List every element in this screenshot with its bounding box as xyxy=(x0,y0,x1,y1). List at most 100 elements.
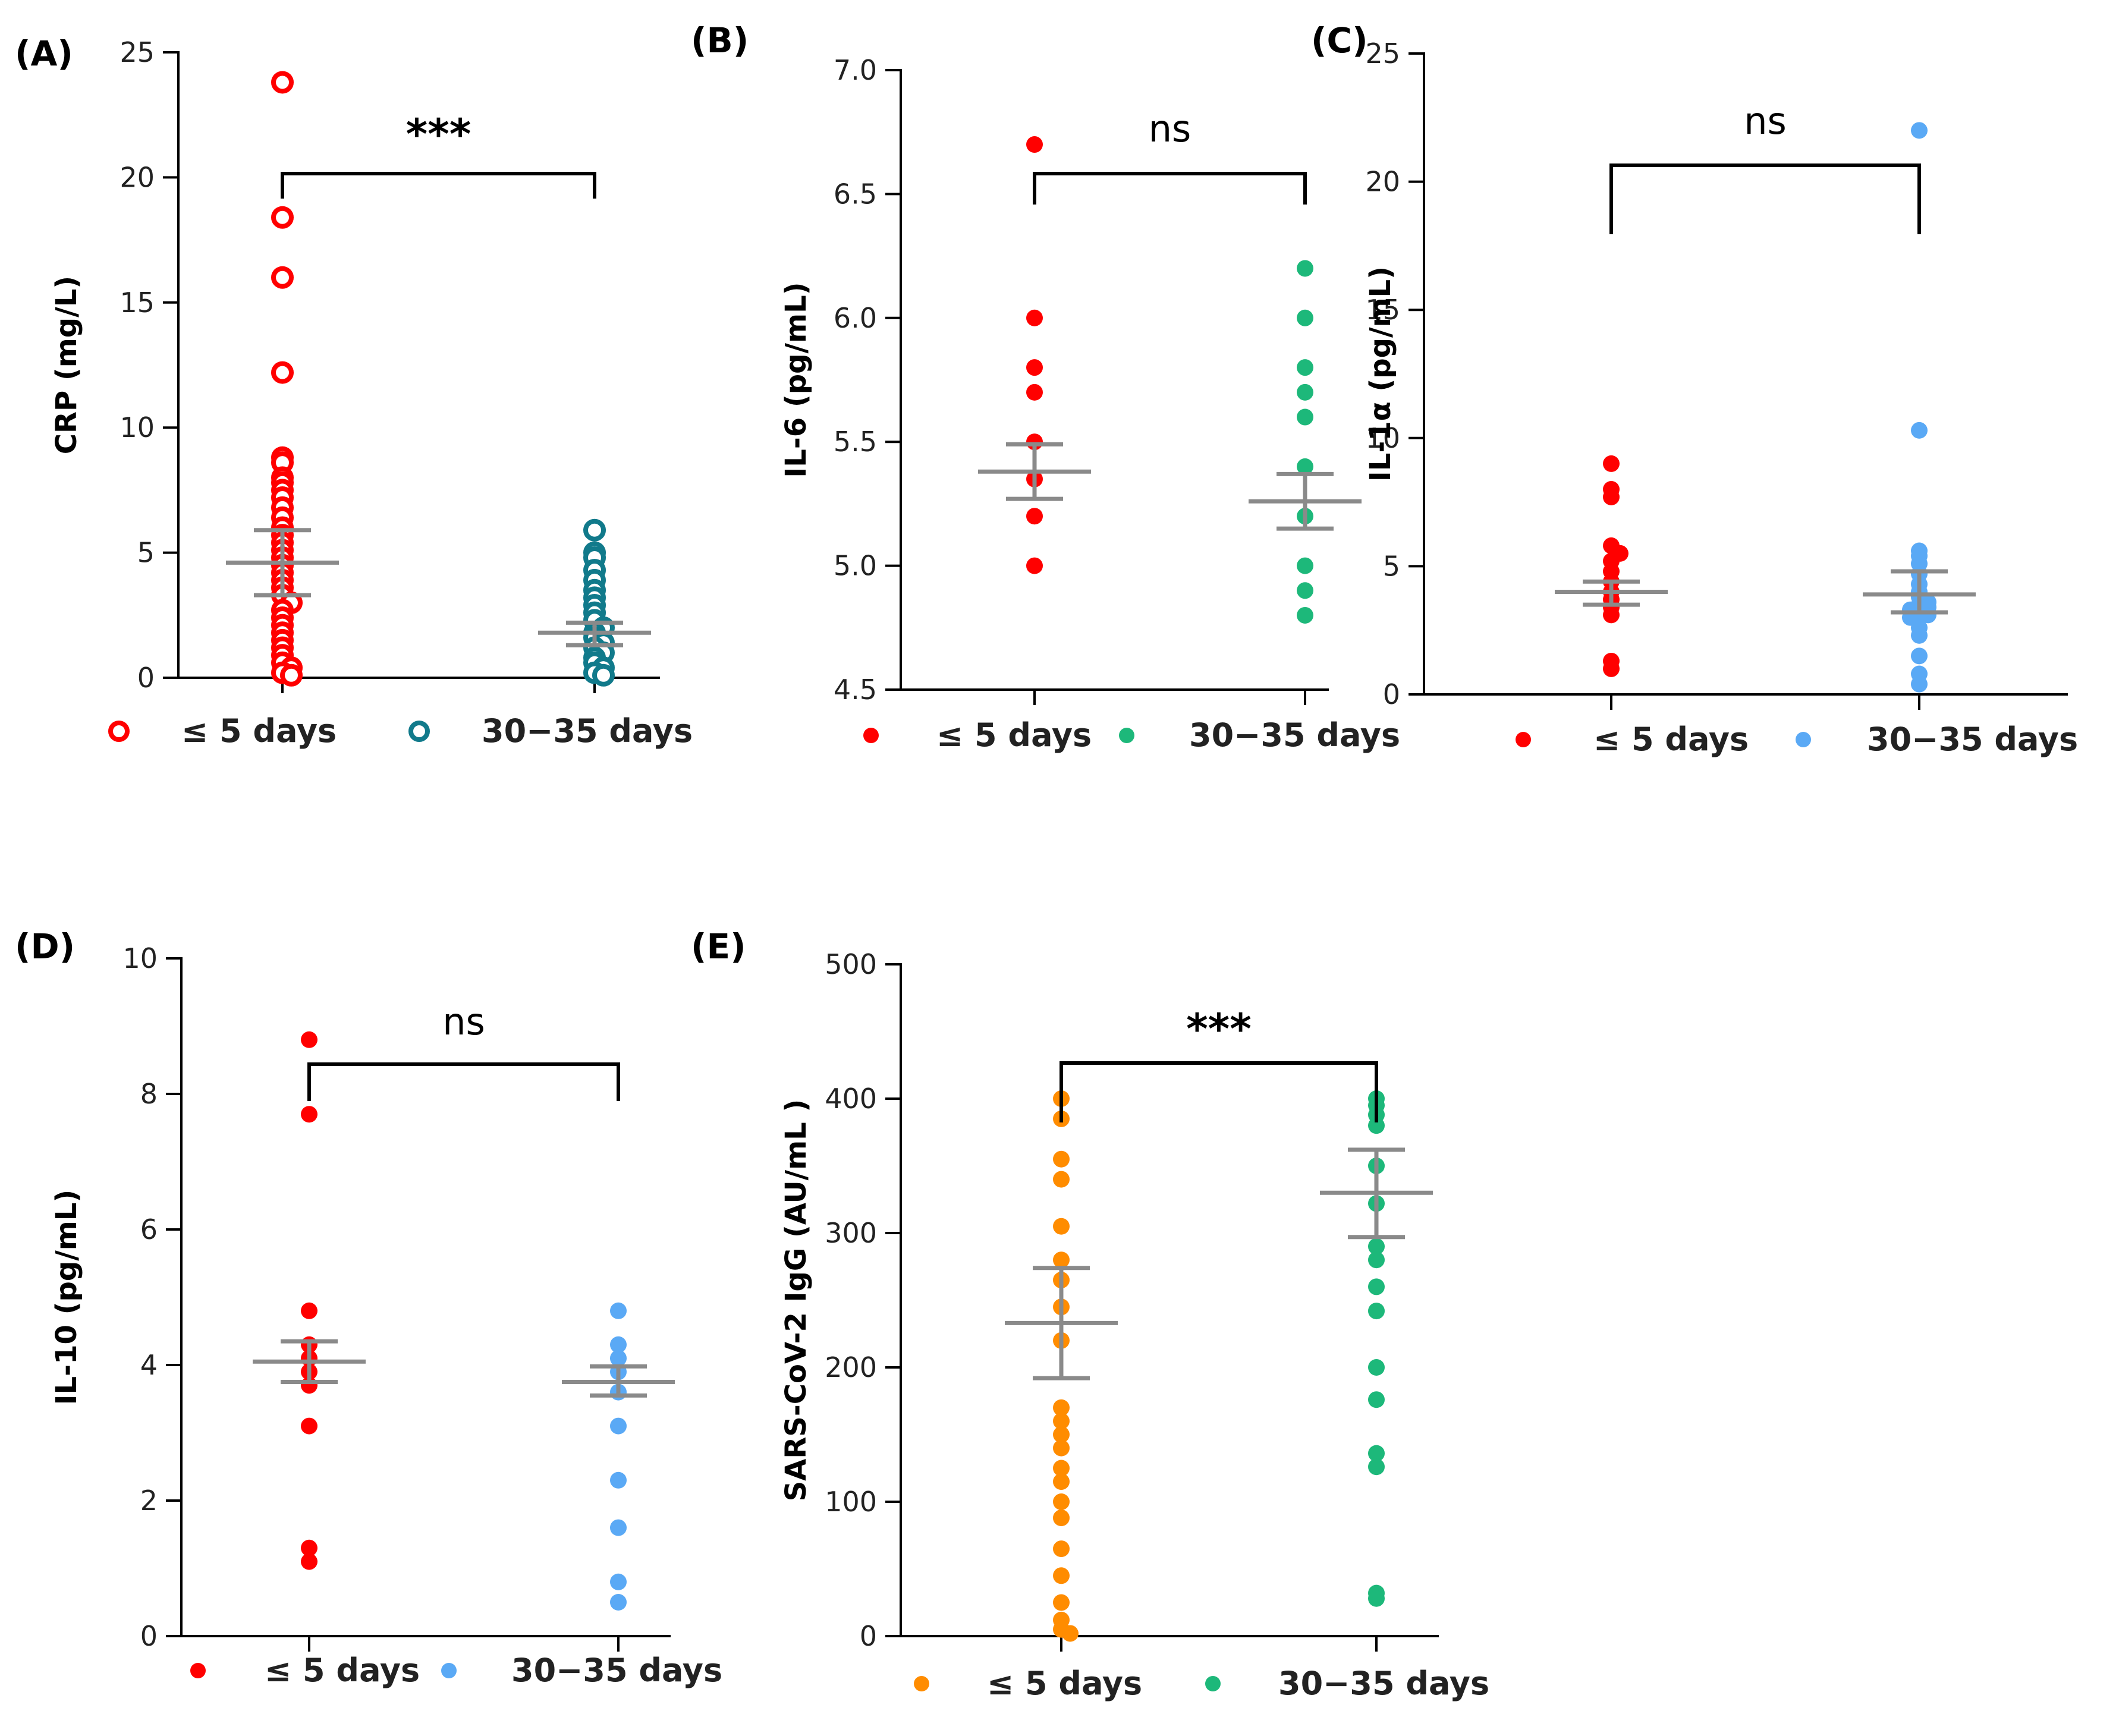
y-axis-label: IL-6 (pg/mL) xyxy=(779,282,813,477)
legend-label: ≤ 5 days xyxy=(936,716,1092,754)
data-point xyxy=(1026,359,1043,376)
data-point xyxy=(271,206,294,229)
data-point xyxy=(1368,1278,1385,1295)
data-point xyxy=(301,1031,317,1048)
legend-label: ≤ 5 days xyxy=(181,712,337,750)
data-point xyxy=(1053,1251,1070,1269)
data-point xyxy=(1026,309,1043,326)
y-tick-label: 25 xyxy=(1365,37,1400,70)
data-point xyxy=(1368,1445,1385,1462)
data-point xyxy=(610,1350,627,1367)
data-point xyxy=(1297,582,1313,599)
data-point xyxy=(1368,1391,1385,1408)
data-point xyxy=(1368,1590,1385,1607)
panel-d-il10: (D) 0 2 4 6 8 10 IL-10 (pg/mL) ns ≤ 5 days 30−35 d… xyxy=(15,926,722,1689)
data-point xyxy=(1368,1117,1385,1134)
data-point xyxy=(1603,488,1620,505)
data-point xyxy=(301,1417,317,1435)
data-point xyxy=(1053,1509,1070,1527)
data-point xyxy=(1297,260,1313,277)
panel-label: (E) xyxy=(691,926,746,967)
data-point xyxy=(592,663,615,687)
y-tick-label: 300 xyxy=(825,1217,877,1249)
data-point xyxy=(280,663,303,687)
panel-label: (D) xyxy=(15,926,75,967)
y-tick-label: 15 xyxy=(1365,294,1400,326)
data-point xyxy=(301,1302,317,1319)
y-tick-label: 20 xyxy=(120,161,155,193)
y-tick-label: 6.5 xyxy=(834,178,877,210)
panel-label: (C) xyxy=(1311,20,1368,61)
y-tick-label: 0 xyxy=(860,1620,877,1652)
data-point xyxy=(1053,1150,1070,1168)
data-point xyxy=(610,1336,627,1353)
legend-label: 30−35 days xyxy=(1189,716,1400,754)
data-point xyxy=(1053,1218,1070,1235)
data-point xyxy=(1911,627,1928,644)
panel-b-il6: (B) 4.5 5.0 5.5 6.0 6.5 7.0 IL-6 (pg/mL) ns ≤ 5 d… xyxy=(691,20,1400,754)
y-tick-label: 0 xyxy=(1383,678,1400,710)
data-point xyxy=(610,1573,627,1590)
data-point xyxy=(1053,1399,1070,1416)
data-point xyxy=(1297,458,1313,475)
y-tick-label: 100 xyxy=(825,1486,877,1518)
significance-label: ns xyxy=(1149,107,1191,150)
y-tick-label: 500 xyxy=(825,948,877,980)
legend-label: 30−35 days xyxy=(511,1652,722,1689)
data-point xyxy=(610,1471,627,1489)
data-point xyxy=(1053,1567,1070,1584)
y-axis-label: IL-1α (pg/mL) xyxy=(1364,266,1397,482)
y-axis-label: IL-10 (pg/mL) xyxy=(50,1190,83,1405)
significance-label: ns xyxy=(1744,99,1787,143)
y-tick-label: 7.0 xyxy=(834,54,877,86)
y-tick-label: 10 xyxy=(1365,422,1400,454)
legend-label: 30−35 days xyxy=(1867,721,2078,758)
data-point xyxy=(1053,1439,1070,1457)
data-point xyxy=(1053,1540,1070,1558)
data-point xyxy=(610,1302,627,1319)
data-point xyxy=(610,1519,627,1536)
legend-marker xyxy=(1205,1676,1221,1691)
legend-marker xyxy=(190,1663,206,1678)
y-axis-label: CRP (mg/L) xyxy=(50,276,83,454)
legend-label: 30−35 days xyxy=(1278,1665,1489,1702)
y-tick-label: 10 xyxy=(120,411,155,444)
legend-marker xyxy=(914,1676,929,1691)
data-point xyxy=(1053,1493,1070,1510)
data-point xyxy=(271,361,294,384)
y-axis-label: SARS-CoV-2 IgG (AU/mL ) xyxy=(779,1099,813,1502)
data-point xyxy=(1911,675,1928,693)
y-tick-label: 4 xyxy=(140,1349,158,1381)
legend-marker xyxy=(1119,728,1134,743)
data-point xyxy=(1026,383,1043,401)
data-point xyxy=(583,518,606,542)
y-tick-label: 5 xyxy=(137,537,155,569)
legend-label: ≤ 5 days xyxy=(1593,721,1749,758)
data-point xyxy=(1368,1238,1385,1255)
y-tick-label: 400 xyxy=(825,1083,877,1115)
panel-e-igg: (E) 0 100 200 300 400 500 SARS-CoV-2 IgG (AU/mL… xyxy=(691,926,1489,1702)
data-point xyxy=(1368,1458,1385,1476)
data-point xyxy=(1603,455,1620,472)
significance-label: ns xyxy=(442,1000,485,1043)
data-point xyxy=(1911,122,1928,139)
data-point xyxy=(1053,1473,1070,1490)
data-point xyxy=(1297,359,1313,376)
legend-label: ≤ 5 days xyxy=(265,1652,420,1689)
significance-bracket xyxy=(1609,163,1921,234)
legend-label: 30−35 days xyxy=(482,712,693,750)
y-tick-label: 15 xyxy=(120,287,155,319)
data-point xyxy=(1053,1426,1070,1443)
panel-label: (A) xyxy=(15,33,73,74)
y-tick-label: 6.0 xyxy=(834,302,877,334)
y-tick-label: 5 xyxy=(1383,550,1400,582)
y-tick-label: 5.5 xyxy=(834,426,877,458)
data-point xyxy=(1368,1359,1385,1376)
data-point xyxy=(1297,309,1313,326)
data-point xyxy=(1297,383,1313,401)
data-point xyxy=(301,1539,317,1556)
panel-a-crp: (A) 0 5 10 15 20 25 CRP (mg/L) *** ≤ 5 days 30−35 … xyxy=(15,33,693,750)
panel-c-il1a: (C) 0 5 10 15 20 25 IL-1α (pg/mL) ns ≤ 5 days 30−3… xyxy=(1311,20,2078,758)
data-point xyxy=(1053,1413,1070,1430)
